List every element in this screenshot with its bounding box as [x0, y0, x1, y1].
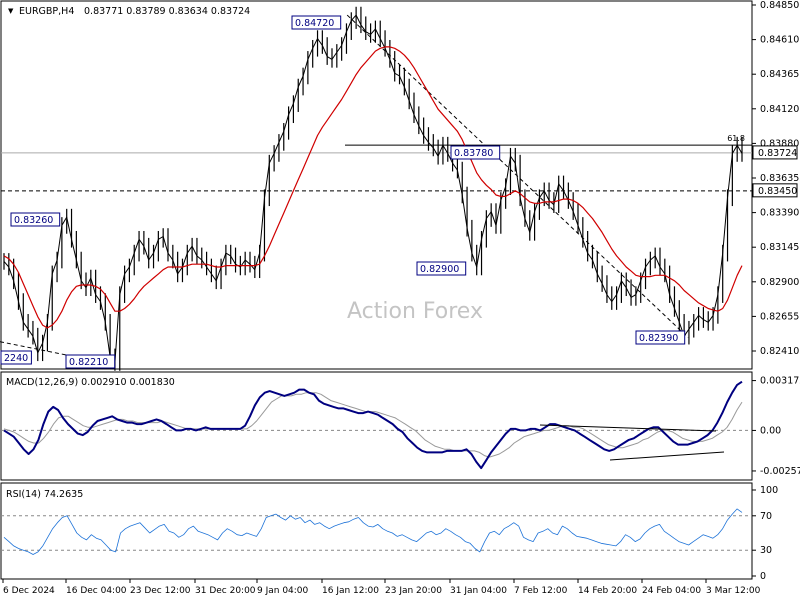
- time-axis-label: 31 Jan 04:00: [450, 586, 507, 596]
- time-axis-label: 7 Feb 12:00: [514, 586, 568, 596]
- time-axis-label: 31 Dec 20:00: [195, 586, 256, 596]
- time-axis-label: 23 Jan 20:00: [385, 586, 442, 596]
- rsi-series: [1, 508, 752, 555]
- rsi-axis-label: 70: [760, 511, 772, 522]
- price-axis-label: 0.83635: [760, 173, 799, 184]
- label-mid-resistance: 0.83780: [454, 148, 493, 159]
- watermark: Action Forex: [347, 299, 483, 324]
- price-axis-label: 0.82655: [760, 311, 799, 322]
- label-high-box: [291, 15, 342, 30]
- low-trend-line: [0, 341, 104, 363]
- price-axis-label: 0.83880: [760, 138, 799, 149]
- label-jan-low-box: [416, 261, 467, 276]
- time-axis-label: 14 Feb 20:00: [578, 586, 637, 596]
- price-axis: 0.84850 0.84610 0.84365 0.84120 0.83880 0.836…: [752, 0, 799, 357]
- rsi-axis-label: 0: [760, 571, 766, 582]
- last-price-tag-tag: [752, 145, 798, 160]
- fib-61.8-label: 61.8: [727, 134, 745, 143]
- price-axis-label: 0.84365: [760, 69, 799, 80]
- macd-main-line: [3, 380, 743, 470]
- rsi-axis-label: 30: [760, 545, 772, 556]
- time-axis-label: 24 Feb 04:00: [642, 586, 701, 596]
- macd-title: MACD(12,26,9) 0.002910 0.001830: [6, 377, 175, 388]
- rsi-title: RSI(14) 74.2635: [6, 489, 83, 500]
- price-series: [3, 6, 743, 371]
- rsi-line: [3, 508, 743, 555]
- macd-upper-trend-line: [539, 424, 717, 432]
- macd-axis-label: -0.002579: [760, 466, 800, 477]
- time-axis-label: 9 Jan 04:00: [257, 586, 309, 596]
- label-left-low: 2240: [4, 353, 28, 364]
- label-left-low-box: [0, 350, 32, 365]
- macd-lower-trend-line: [609, 451, 725, 461]
- price-axis-label: 0.83145: [760, 242, 799, 253]
- time-axis: 6 Dec 2024 16 Dec 04:00 23 Dec 12:00 31 Dec…: [1, 578, 761, 596]
- time-axis-label: 6 Dec 2024: [3, 586, 55, 596]
- time-axis-label: 23 Dec 12:00: [130, 586, 191, 596]
- label-high: 0.84720: [295, 18, 334, 29]
- ohlc-readout: 0.83771 0.83789 0.83634 0.83724: [84, 6, 250, 17]
- macd-panel-frame: [0, 371, 753, 481]
- time-axis-label: 16 Dec 04:00: [66, 586, 127, 596]
- price-close-line: [3, 14, 743, 363]
- last-price-tag: 0.83724: [758, 148, 797, 159]
- collapse-triangle-icon[interactable]: ▼: [8, 7, 14, 15]
- label-dec-high-box: [10, 212, 61, 227]
- support-price-tag: 0.83450: [758, 186, 797, 197]
- price-axis-label: 0.84850: [760, 0, 799, 11]
- price-axis-label: 0.84120: [760, 104, 799, 115]
- price-axis-label: 0.83390: [760, 208, 799, 219]
- time-axis-label: 3 Mar 12:00: [706, 586, 761, 596]
- support-price-tag-tag: [752, 183, 798, 198]
- macd-axis: 0.003172 0.00 -0.002579: [752, 376, 800, 477]
- time-axis-label: 16 Jan 12:00: [322, 586, 379, 596]
- macd-axis-label: 0.003172: [760, 376, 800, 387]
- macd-signal-line: [3, 392, 743, 458]
- label-feb-low-box: [635, 330, 686, 345]
- moving-average-line: [3, 46, 743, 329]
- price-axis-label: 0.82900: [760, 277, 799, 288]
- macd-axis-label: 0.00: [760, 425, 781, 436]
- rsi-axis: 100 70 30 0: [752, 485, 778, 582]
- label-dec-high: 0.83260: [14, 215, 53, 226]
- price-annotations: 0.84720 0.83780 0.83260 0.82900 0.82390 0.822…: [0, 15, 686, 369]
- macd-series: [1, 380, 752, 470]
- price-axis-label: 0.82410: [760, 346, 799, 357]
- label-jan-low: 0.82900: [420, 264, 459, 275]
- label-feb-low: 0.82390: [639, 333, 678, 344]
- rsi-axis-label: 100: [760, 485, 778, 496]
- price-axis-label: 0.84610: [760, 35, 799, 46]
- label-dec-low-box: [65, 354, 116, 369]
- macd-panel: MACD(12,26,9) 0.002910 0.001830: [0, 371, 753, 481]
- label-mid-resistance-box: [450, 145, 501, 160]
- symbol-label: EURGBP,H4: [19, 6, 74, 17]
- label-dec-low: 0.82210: [69, 357, 108, 368]
- price-panel: Action Forex ▼ EURGBP,H4 0.83771 0.83789…: [0, 0, 753, 371]
- price-panel-frame: [0, 0, 753, 370]
